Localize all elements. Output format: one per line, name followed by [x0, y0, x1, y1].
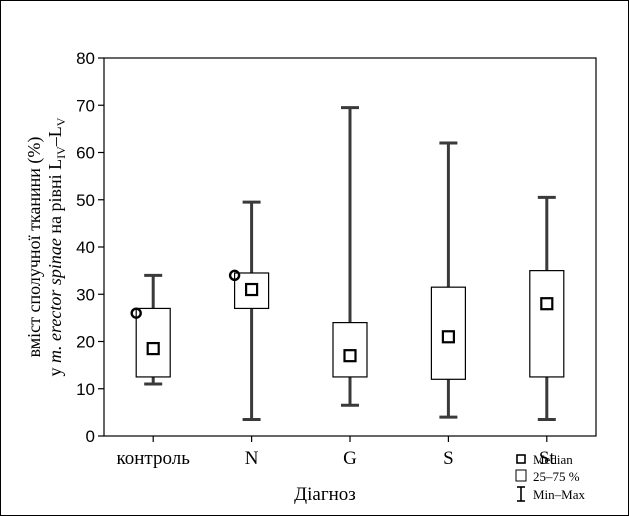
iqr-box [529, 270, 565, 378]
y-axis-label: вміст сполучної тканини (%) у m. erector… [24, 117, 68, 376]
ylabel-mid: на рівні L [45, 159, 65, 238]
y-tick-label: 80 [76, 49, 95, 68]
y-axis-label-line1: вміст сполучної тканини (%) [24, 137, 45, 358]
y-axis: 0 10 20 30 40 50 60 70 80 [76, 49, 104, 446]
median-marker [540, 297, 554, 311]
ylabel-muscle: m. erector spinae [45, 238, 65, 363]
outlier-point [130, 307, 142, 319]
legend-minmax-label: Min–Max [533, 487, 586, 502]
boxes-group [130, 106, 565, 421]
y-tick-label: 70 [76, 96, 95, 115]
median-marker [441, 330, 455, 344]
ylabel-prefix: у [45, 363, 65, 377]
x-category-label: G [343, 448, 357, 469]
x-category-label: N [245, 448, 259, 469]
ylabel-sub2: V [54, 117, 68, 126]
legend: Median 25–75 % Min–Max [515, 452, 586, 502]
legend-box-label: 25–75 % [533, 469, 580, 484]
x-category-label: St [539, 448, 556, 469]
median-marker [245, 282, 259, 297]
legend-median-label: Median [533, 452, 573, 467]
y-tick-label: 0 [86, 427, 95, 446]
x-category-label: S [443, 448, 454, 469]
x-category-label: контроль [117, 448, 191, 469]
y-tick-label: 60 [76, 144, 95, 163]
box-0 [130, 273, 171, 386]
whisker-icon [517, 486, 525, 502]
x-axis-label: Діагноз [294, 484, 356, 505]
ylabel-sub1: IV [54, 146, 68, 159]
iqr-box [234, 272, 270, 310]
median-marker [146, 341, 160, 356]
y-tick-label: 30 [76, 285, 95, 304]
box-1 [228, 200, 270, 421]
y-tick-label: 20 [76, 333, 95, 352]
median-square-icon [516, 454, 526, 464]
iqr-box [135, 307, 171, 378]
outlier-point [228, 269, 241, 282]
box-4 [529, 195, 565, 421]
y-tick-label: 10 [76, 380, 95, 399]
y-tick-label: 40 [76, 238, 95, 257]
ylabel-dash: –L [45, 126, 65, 147]
box-2 [332, 106, 368, 407]
y-tick-label: 50 [76, 191, 95, 210]
y-axis-label-line2: у m. erector spinae на рівні LIV–LV [45, 117, 68, 376]
box-icon [515, 469, 527, 482]
x-axis: контроль N G S St [117, 436, 556, 469]
median-marker [343, 349, 357, 363]
box-3 [430, 141, 466, 419]
